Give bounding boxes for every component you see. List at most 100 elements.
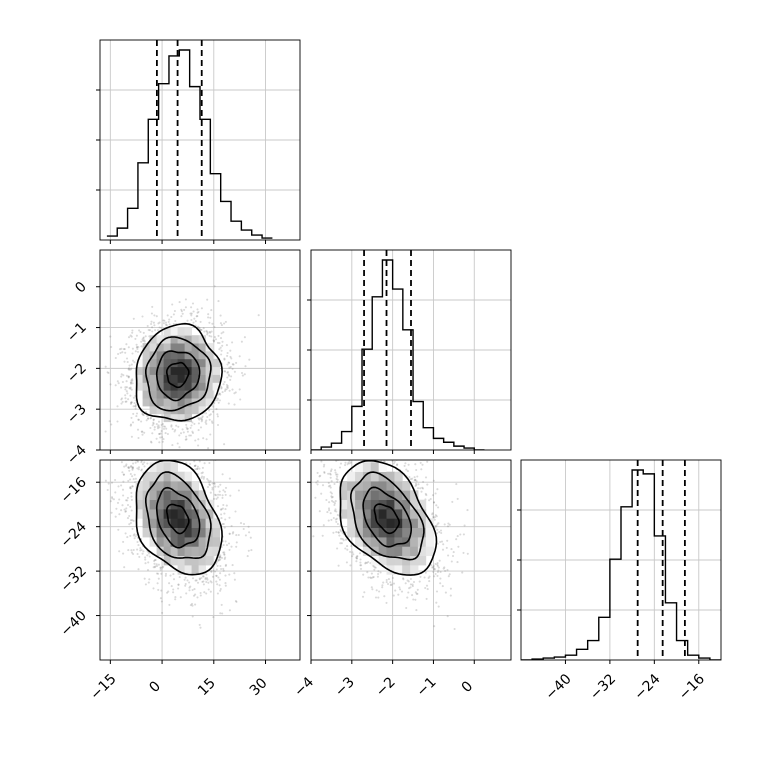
scatter-point	[456, 497, 459, 500]
scatter-point	[440, 531, 443, 535]
scatter-point	[445, 546, 448, 549]
density-cell	[149, 382, 157, 391]
scatter-point	[211, 482, 214, 485]
scatter-point	[229, 494, 232, 497]
scatter-point	[336, 480, 339, 483]
scatter-point	[153, 562, 156, 565]
scatter-point	[130, 491, 133, 494]
contour-line	[155, 486, 201, 549]
scatter-point	[373, 456, 375, 458]
density-cell	[355, 527, 364, 538]
scatter-point	[451, 500, 454, 503]
density-cell	[170, 527, 178, 538]
scatter-point	[130, 367, 133, 370]
scatter-point	[140, 461, 143, 464]
scatter-point	[203, 462, 206, 465]
scatter-point	[172, 588, 175, 591]
scatter-point	[424, 571, 427, 574]
scatter-point	[173, 430, 176, 433]
scatter-point	[133, 537, 136, 540]
scatter-point	[198, 623, 201, 626]
contour-line	[135, 322, 223, 422]
scatter-point	[130, 495, 133, 498]
scatter-point	[337, 453, 339, 455]
scatter-point	[392, 462, 395, 465]
scatter-point	[225, 383, 228, 386]
scatter-point	[221, 507, 224, 510]
scatter-point	[220, 349, 223, 352]
scatter-point	[382, 581, 385, 584]
scatter-point	[134, 403, 138, 406]
scatter-point	[165, 427, 168, 430]
scatter-point	[139, 330, 142, 334]
scatter-point	[151, 432, 154, 435]
density-cell	[205, 527, 213, 538]
density-cell	[198, 537, 206, 547]
density-cell	[135, 490, 143, 500]
scatter-point	[372, 575, 375, 579]
scatter-point	[137, 544, 140, 547]
scatter-point	[127, 376, 130, 379]
scatter-point	[190, 318, 193, 322]
scatter-point	[199, 594, 202, 597]
scatter-point	[439, 529, 443, 532]
scatter-point	[184, 298, 187, 301]
scatter-point	[434, 572, 437, 576]
scatter-point	[332, 500, 335, 504]
scatter-point	[160, 429, 163, 433]
scatter-point	[165, 324, 168, 327]
scatter-point	[153, 453, 155, 455]
scatter-point	[194, 451, 196, 453]
scatter-point	[225, 386, 229, 389]
panel-frame	[99, 459, 301, 661]
scatter-point	[149, 417, 152, 420]
density-cell	[198, 518, 206, 528]
scatter-point	[237, 533, 240, 537]
density-cell	[163, 462, 171, 472]
scatter-point	[200, 418, 203, 421]
density-cell	[142, 509, 150, 519]
scatter-point	[192, 310, 195, 313]
scatter-point	[434, 514, 437, 517]
scatter-point	[436, 488, 439, 491]
density-cell	[198, 565, 206, 575]
density-cell	[417, 546, 427, 556]
scatter-point	[205, 438, 208, 441]
scatter-point	[426, 460, 429, 463]
scatter-point	[148, 578, 151, 581]
scatter-point	[131, 352, 134, 355]
density-cell	[135, 366, 143, 375]
scatter-point	[163, 319, 166, 322]
scatter-point	[222, 503, 225, 507]
scatter-point	[117, 485, 120, 488]
scatter-point	[148, 329, 152, 332]
scatter-point	[393, 460, 396, 463]
scatter-point	[222, 551, 225, 554]
scatter-point	[453, 627, 456, 631]
scatter-point	[361, 457, 363, 459]
density-cell	[163, 382, 171, 391]
scatter-point	[142, 337, 145, 340]
scatter-point	[442, 567, 445, 570]
density-cell	[184, 509, 192, 519]
scatter-point	[225, 344, 228, 347]
scatter-point	[424, 586, 427, 590]
scatter-point	[226, 371, 230, 374]
scatter-point	[147, 417, 150, 420]
scatter-point	[129, 368, 132, 371]
scatter-point	[150, 441, 153, 444]
scatter-point	[215, 580, 218, 583]
scatter-point	[217, 300, 220, 303]
scatter-point	[337, 564, 340, 567]
scatter-point	[226, 351, 229, 355]
scatter-point	[137, 436, 140, 440]
scatter-point	[131, 485, 134, 488]
scatter-point	[224, 508, 227, 511]
scatter-point	[358, 454, 360, 456]
density-cell	[198, 509, 206, 519]
scatter-point	[436, 528, 439, 531]
scatter-point	[220, 556, 224, 559]
scatter-point	[201, 471, 204, 474]
scatter-point	[222, 567, 225, 570]
scatter-point	[130, 335, 133, 338]
